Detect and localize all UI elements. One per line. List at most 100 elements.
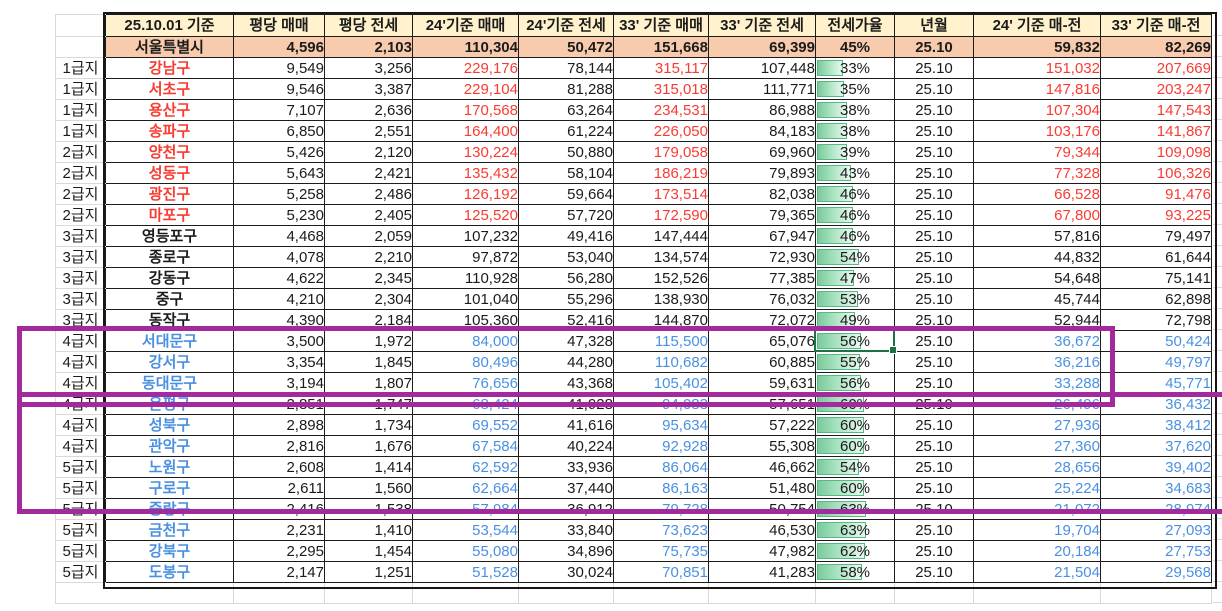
yearmonth-cell[interactable]: 25.10	[894, 435, 974, 457]
value-cell[interactable]: 36,912	[518, 498, 614, 520]
value-cell[interactable]: 93,225	[1100, 204, 1212, 226]
col-header-33-jeonse[interactable]: 33' 기준 전세	[708, 14, 816, 37]
value-cell[interactable]: 226,050	[613, 120, 709, 142]
value-cell[interactable]: 110,928	[412, 267, 519, 289]
district-cell[interactable]: 강남구	[105, 57, 234, 79]
value-cell[interactable]: 1,414	[324, 456, 413, 478]
value-cell[interactable]: 125,520	[412, 204, 519, 226]
jeonse-ratio-cell[interactable]: 45%	[815, 36, 895, 58]
value-cell[interactable]: 109,098	[1100, 141, 1212, 163]
value-cell[interactable]: 229,176	[412, 57, 519, 79]
value-cell[interactable]: 147,543	[1100, 99, 1212, 121]
value-cell[interactable]: 30,024	[518, 561, 614, 583]
value-cell[interactable]: 33,288	[973, 372, 1101, 394]
yearmonth-cell[interactable]: 25.10	[894, 120, 974, 142]
value-cell[interactable]: 65,076	[708, 330, 816, 352]
empty-cell[interactable]	[613, 582, 709, 604]
yearmonth-cell[interactable]: 25.10	[894, 162, 974, 184]
value-cell[interactable]: 37,440	[518, 477, 614, 499]
value-cell[interactable]: 141,867	[1100, 120, 1212, 142]
value-cell[interactable]: 27,753	[1100, 540, 1212, 562]
value-cell[interactable]: 79,893	[708, 162, 816, 184]
col-header-24-jeonse[interactable]: 24'기준 전세	[518, 14, 614, 37]
value-cell[interactable]: 173,514	[613, 183, 709, 205]
yearmonth-cell[interactable]: 25.10	[894, 225, 974, 247]
value-cell[interactable]: 4,596	[233, 36, 325, 58]
value-cell[interactable]: 111,771	[708, 78, 816, 100]
yearmonth-cell[interactable]: 25.10	[894, 414, 974, 436]
yearmonth-cell[interactable]: 25.10	[894, 183, 974, 205]
value-cell[interactable]: 50,880	[518, 141, 614, 163]
district-cell[interactable]: 도봉구	[105, 561, 234, 583]
value-cell[interactable]: 37,620	[1100, 435, 1212, 457]
district-cell[interactable]: 광진구	[105, 183, 234, 205]
value-cell[interactable]: 54,648	[973, 267, 1101, 289]
jeonse-ratio-cell[interactable]: 54%	[815, 246, 895, 268]
district-cell[interactable]: 동작구	[105, 309, 234, 331]
district-cell[interactable]: 서대문구	[105, 330, 234, 352]
value-cell[interactable]: 2,851	[233, 393, 325, 415]
value-cell[interactable]: 44,832	[973, 246, 1101, 268]
col-header-33-gap[interactable]: 33' 기준 매-전	[1100, 14, 1212, 37]
value-cell[interactable]: 144,870	[613, 309, 709, 331]
value-cell[interactable]: 29,568	[1100, 561, 1212, 583]
empty-cell[interactable]	[55, 582, 106, 604]
jeonse-ratio-cell[interactable]: 47%	[815, 267, 895, 289]
value-cell[interactable]: 164,400	[412, 120, 519, 142]
value-cell[interactable]: 9,546	[233, 78, 325, 100]
value-cell[interactable]: 33,840	[518, 519, 614, 541]
value-cell[interactable]: 20,184	[973, 540, 1101, 562]
jeonse-ratio-cell[interactable]: 46%	[815, 183, 895, 205]
value-cell[interactable]: 80,496	[412, 351, 519, 373]
col-header-jeonse-ratio[interactable]: 전세가율	[815, 14, 895, 37]
jeonse-ratio-cell[interactable]: 35%	[815, 78, 895, 100]
value-cell[interactable]: 106,326	[1100, 162, 1212, 184]
col-header-24-sale[interactable]: 24'기준 매매	[412, 14, 519, 37]
col-header-base-date[interactable]: 25.10.01 기준	[105, 14, 234, 37]
value-cell[interactable]: 2,551	[324, 120, 413, 142]
empty-cell[interactable]	[324, 582, 413, 604]
value-cell[interactable]: 2,898	[233, 414, 325, 436]
value-cell[interactable]: 75,735	[613, 540, 709, 562]
value-cell[interactable]: 2,608	[233, 456, 325, 478]
value-cell[interactable]: 3,194	[233, 372, 325, 394]
value-cell[interactable]: 82,038	[708, 183, 816, 205]
value-cell[interactable]: 59,832	[973, 36, 1101, 58]
jeonse-ratio-cell[interactable]: 60%	[815, 393, 895, 415]
district-cell[interactable]: 금천구	[105, 519, 234, 541]
value-cell[interactable]: 4,078	[233, 246, 325, 268]
value-cell[interactable]: 70,851	[613, 561, 709, 583]
value-cell[interactable]: 56,280	[518, 267, 614, 289]
district-cell[interactable]: 서초구	[105, 78, 234, 100]
value-cell[interactable]: 79,728	[613, 498, 709, 520]
value-cell[interactable]: 2,345	[324, 267, 413, 289]
value-cell[interactable]: 69,399	[708, 36, 816, 58]
yearmonth-cell[interactable]: 25.10	[894, 540, 974, 562]
district-cell[interactable]: 동대문구	[105, 372, 234, 394]
yearmonth-cell[interactable]: 25.10	[894, 309, 974, 331]
value-cell[interactable]: 46,662	[708, 456, 816, 478]
value-cell[interactable]: 2,059	[324, 225, 413, 247]
empty-cell[interactable]	[412, 582, 519, 604]
jeonse-ratio-cell[interactable]: 54%	[815, 456, 895, 478]
value-cell[interactable]: 107,232	[412, 225, 519, 247]
value-cell[interactable]: 315,018	[613, 78, 709, 100]
jeonse-ratio-cell[interactable]: 46%	[815, 225, 895, 247]
value-cell[interactable]: 2,421	[324, 162, 413, 184]
empty-cell[interactable]	[815, 582, 895, 604]
value-cell[interactable]: 1,734	[324, 414, 413, 436]
value-cell[interactable]: 57,222	[708, 414, 816, 436]
value-cell[interactable]: 2,210	[324, 246, 413, 268]
value-cell[interactable]: 27,360	[973, 435, 1101, 457]
yearmonth-cell[interactable]: 25.10	[894, 561, 974, 583]
value-cell[interactable]: 126,192	[412, 183, 519, 205]
jeonse-ratio-cell[interactable]: 62%	[815, 540, 895, 562]
value-cell[interactable]: 73,623	[613, 519, 709, 541]
district-cell[interactable]: 노원구	[105, 456, 234, 478]
value-cell[interactable]: 27,093	[1100, 519, 1212, 541]
value-cell[interactable]: 4,622	[233, 267, 325, 289]
value-cell[interactable]: 34,896	[518, 540, 614, 562]
value-cell[interactable]: 50,424	[1100, 330, 1212, 352]
value-cell[interactable]: 43,368	[518, 372, 614, 394]
district-cell[interactable]: 영등포구	[105, 225, 234, 247]
